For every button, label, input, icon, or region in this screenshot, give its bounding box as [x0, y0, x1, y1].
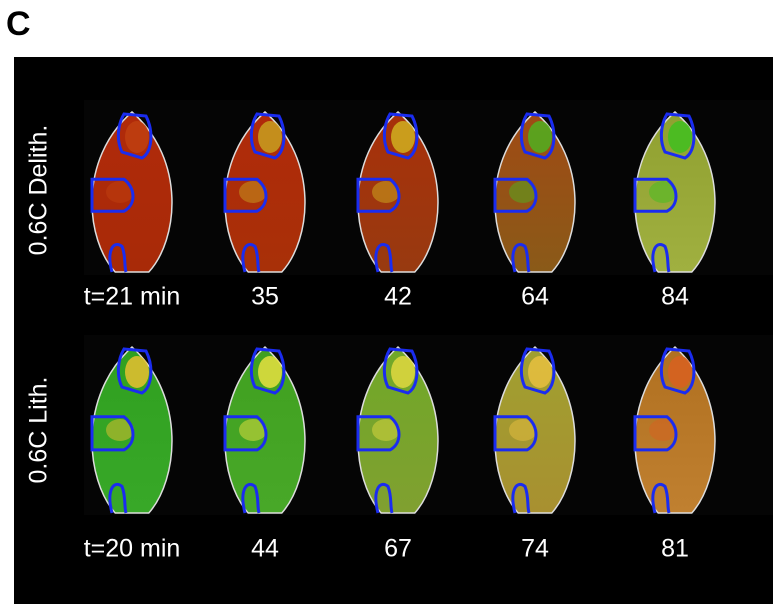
region-outline	[374, 243, 394, 273]
hotspot	[391, 356, 415, 388]
region-outline	[511, 243, 531, 273]
hotspot	[391, 121, 415, 153]
region-outline	[356, 177, 401, 213]
hotspot	[528, 356, 552, 388]
hotspot	[125, 121, 149, 153]
region-outline	[651, 243, 671, 273]
region-outline	[651, 483, 671, 514]
region-outline	[116, 347, 153, 395]
region-outline	[223, 415, 268, 452]
hotspot	[258, 356, 282, 388]
hotspot	[649, 419, 677, 441]
region-outline	[511, 483, 531, 514]
region-outline	[108, 243, 128, 273]
time-label: 42	[384, 283, 412, 311]
hotspot	[649, 181, 677, 203]
region-outline	[493, 177, 538, 213]
hotspot	[668, 356, 692, 388]
region-outline	[659, 347, 696, 395]
region-outline	[633, 415, 678, 452]
region-outline	[108, 483, 128, 514]
time-label: 74	[521, 535, 549, 563]
region-outline	[116, 112, 153, 160]
hotspot	[258, 121, 282, 153]
region-outline	[519, 347, 556, 395]
time-label: 67	[384, 535, 412, 563]
region-outline	[223, 177, 268, 213]
time-label: t=21 min	[84, 283, 181, 311]
region-outline	[356, 415, 401, 452]
region-outline	[374, 483, 394, 514]
hotspot	[528, 121, 552, 153]
time-label: 35	[251, 283, 279, 311]
hotspot	[239, 419, 267, 441]
time-label: 81	[661, 535, 689, 563]
time-label: 44	[251, 535, 279, 563]
hotspot	[125, 356, 149, 388]
region-outline	[249, 112, 286, 160]
region-outline	[90, 415, 135, 452]
hotspot	[509, 419, 537, 441]
hotspot	[668, 121, 692, 153]
region-outline	[241, 243, 261, 273]
row-label: 0.6C Delith.	[25, 125, 53, 256]
region-outline	[382, 347, 419, 395]
region-outline	[90, 177, 135, 213]
region-outline	[241, 483, 261, 514]
time-label: 64	[521, 283, 549, 311]
region-outline	[249, 347, 286, 395]
panel-label: C	[6, 5, 31, 43]
hotspot	[106, 419, 134, 441]
region-outline	[493, 415, 538, 452]
hotspot	[106, 181, 134, 203]
time-label: t=20 min	[84, 535, 181, 563]
region-outline	[519, 112, 556, 160]
row-label: 0.6C Lith.	[25, 376, 53, 483]
region-outline	[382, 112, 419, 160]
hotspot	[372, 419, 400, 441]
region-outline	[659, 112, 696, 160]
region-outline	[633, 177, 678, 213]
time-label: 84	[661, 283, 689, 311]
hotspot	[509, 181, 537, 203]
hotspot	[372, 181, 400, 203]
hotspot	[239, 181, 267, 203]
